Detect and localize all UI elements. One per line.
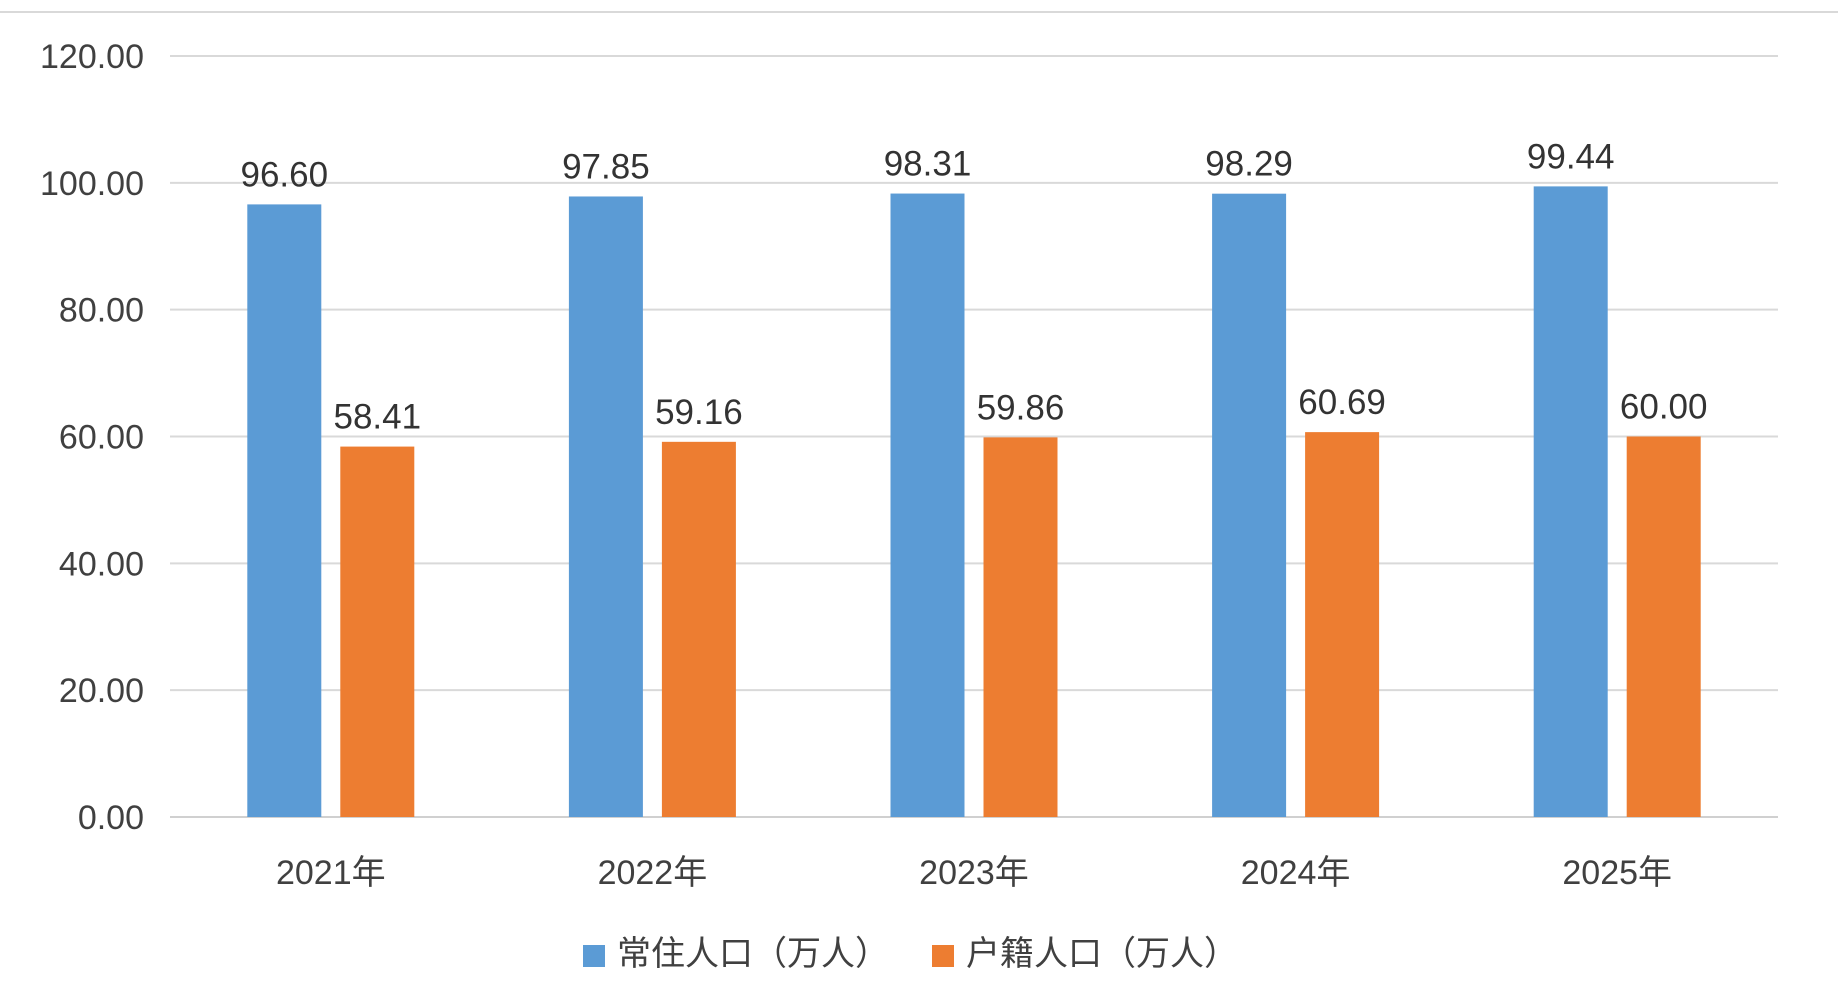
y-axis-ticks: 0.00 20.00 40.00 60.00 80.00 100.00 120.00 [40,38,144,837]
legend-swatch-registered [932,945,954,967]
data-label: 60.00 [1620,388,1708,427]
legend: 常住人口（万人） 户籍人口（万人） [583,934,1238,974]
y-tick-label: 0.00 [78,799,144,837]
bar-registered [340,446,415,817]
data-label: 99.44 [1527,137,1615,176]
y-tick-label: 80.00 [59,292,144,330]
x-tick-label: 2025年 [1562,854,1672,892]
y-tick-label: 120.00 [40,38,144,76]
x-axis-ticks: 2021年 2022年 2023年 2024年 2025年 [276,854,1672,892]
bar-registered [661,441,736,817]
bar-resident [1533,186,1608,818]
data-label: 59.86 [977,388,1065,427]
y-tick-label: 60.00 [59,419,144,457]
bar-registered [1305,432,1380,817]
bar-resident [1212,193,1287,817]
data-label: 58.41 [334,398,422,437]
bar-registered [983,437,1058,817]
data-label: 98.31 [884,145,972,184]
bar-resident [890,193,965,817]
bars [247,186,1701,818]
bar-registered [1626,436,1701,817]
legend-label: 户籍人口（万人） [966,934,1238,974]
x-tick-label: 2024年 [1241,854,1351,892]
legend-swatch-resident [583,945,605,967]
y-tick-label: 40.00 [59,545,144,583]
data-label: 60.69 [1298,383,1386,422]
bar-resident [568,196,643,818]
data-label: 97.85 [562,147,650,186]
data-label: 98.29 [1205,145,1293,184]
legend-label: 常住人口（万人） [617,934,889,974]
x-tick-label: 2021年 [276,854,386,892]
data-labels: 96.60 58.41 97.85 59.16 98.31 59.86 98.29 60.69… [241,137,1708,436]
y-tick-label: 20.00 [59,672,144,710]
data-label: 59.16 [655,393,743,432]
y-tick-label: 100.00 [40,165,144,203]
x-tick-label: 2022年 [598,854,708,892]
gridlines [170,55,1778,818]
bar-resident [247,204,322,817]
data-label: 96.60 [241,155,329,194]
x-tick-label: 2023年 [919,854,1029,892]
